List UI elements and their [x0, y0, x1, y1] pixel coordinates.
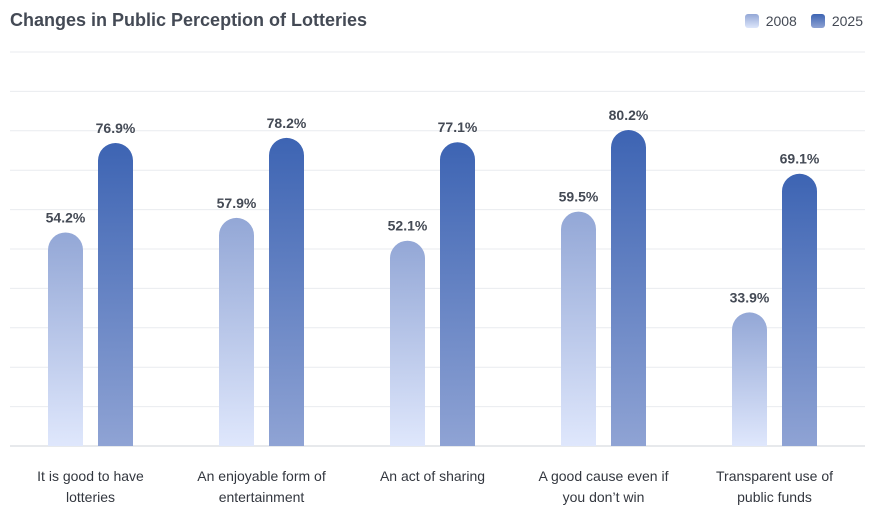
data-label-2008-4: 33.9%: [730, 289, 770, 305]
bar-2008-4: [732, 312, 767, 446]
data-label-2008-1: 57.9%: [217, 195, 257, 211]
bar-2025-2: [440, 142, 475, 446]
category-label-3: A good cause even if you don’t win: [539, 468, 669, 505]
legend-label-2025: 2025: [831, 13, 863, 29]
category-label-2: An act of sharing: [380, 468, 485, 484]
data-label-2025-2: 77.1%: [438, 119, 478, 135]
legend-swatch-2025: [810, 14, 825, 28]
data-label-2025-3: 80.2%: [609, 107, 649, 123]
category-label-4: Transparent use of public funds: [716, 468, 833, 505]
legend-item-2025: 2025: [810, 13, 863, 29]
bar-2008-1: [219, 217, 254, 446]
bar-2025-3: [611, 130, 646, 446]
data-label-2025-4: 69.1%: [780, 151, 820, 167]
legend-swatch-2008: [744, 14, 759, 28]
bars: [48, 130, 817, 446]
data-labels: 54.2% 76.9% 57.9% 78.2% 52.1% 77.1% 59.5% 80.2%…: [46, 107, 820, 305]
legend: 2008 2025: [731, 13, 863, 29]
bar-2025-0: [98, 143, 133, 446]
bar-2025-1: [269, 137, 304, 446]
data-label-2025-0: 76.9%: [96, 120, 136, 136]
legend-label-2008: 2008: [765, 13, 797, 29]
bar-2008-2: [390, 240, 425, 446]
chart-title: Changes in Public Perception of Lotterie…: [10, 10, 368, 30]
data-label-2008-2: 52.1%: [388, 218, 428, 234]
category-label-1: An enjoyable form of entertainment: [197, 468, 326, 505]
category-label-0: It is good to have lotteries: [37, 468, 144, 505]
data-label-2008-3: 59.5%: [559, 189, 599, 205]
grid-lines: [10, 51, 865, 447]
bar-2025-4: [782, 173, 817, 446]
category-labels: It is good to have lotteries An enjoyable …: [37, 468, 833, 505]
bar-2008-0: [48, 232, 83, 446]
data-label-2025-1: 78.2%: [267, 115, 307, 131]
legend-item-2008: 2008: [744, 13, 797, 29]
data-label-2008-0: 54.2%: [46, 209, 86, 225]
bar-2008-3: [561, 211, 596, 446]
